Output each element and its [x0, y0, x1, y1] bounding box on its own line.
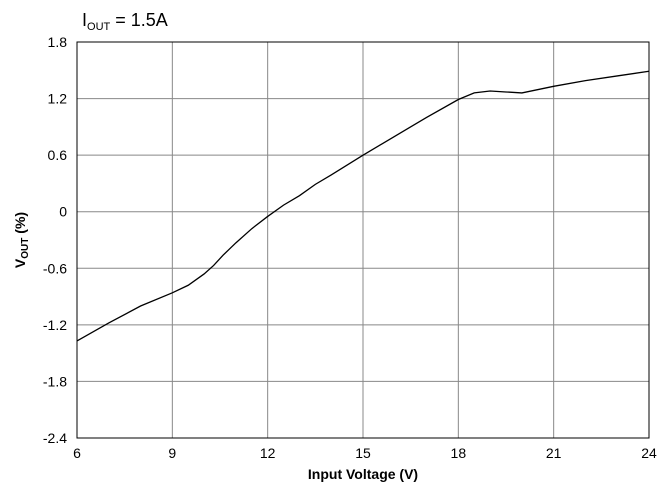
y-tick-label: 1.8: [48, 34, 68, 50]
x-tick-label: 6: [73, 445, 81, 461]
y-tick-label: -1.8: [43, 373, 67, 389]
x-tick-label: 12: [260, 445, 276, 461]
y-tick-label: 0: [59, 204, 67, 220]
grid-lines: [77, 42, 649, 438]
y-tick-label: 0.6: [48, 147, 68, 163]
x-tick-label: 15: [355, 445, 371, 461]
y-axis-tick-labels: -2.4 -1.8 -1.2 -0.6 0 0.6 1.2 1.8: [43, 34, 67, 446]
x-tick-label: 24: [641, 445, 657, 461]
y-tick-label: -2.4: [43, 430, 67, 446]
x-axis-label: Input Voltage (V): [308, 466, 418, 482]
y-axis-label: VOUT (%): [12, 212, 31, 268]
y-tick-label: 1.2: [48, 91, 68, 107]
series-line: [76, 70, 650, 342]
x-tick-label: 9: [168, 445, 176, 461]
plot-frame: [76, 41, 650, 439]
x-tick-label: 18: [451, 445, 467, 461]
y-tick-label: -0.6: [43, 260, 67, 276]
x-axis-tick-labels: 6 9 12 15 18 21 24: [73, 445, 657, 461]
x-tick-label: 21: [546, 445, 562, 461]
chart-condition-annotation: IOUT = 1.5A: [82, 10, 168, 33]
y-tick-label: -1.2: [43, 317, 67, 333]
